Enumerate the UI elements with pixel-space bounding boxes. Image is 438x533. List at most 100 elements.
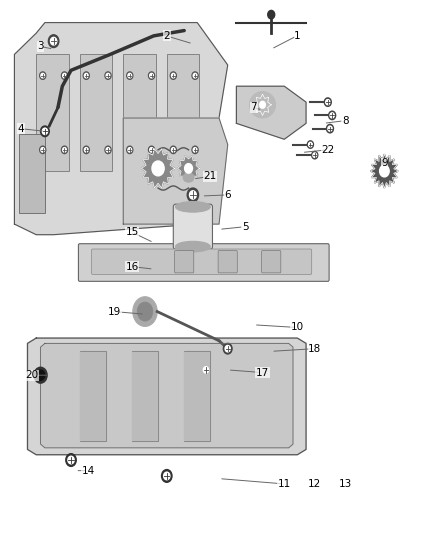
Circle shape bbox=[40, 146, 46, 154]
Ellipse shape bbox=[176, 241, 210, 252]
Circle shape bbox=[105, 72, 111, 79]
Circle shape bbox=[193, 74, 197, 78]
Text: 22: 22 bbox=[321, 145, 335, 155]
Circle shape bbox=[61, 146, 67, 154]
Polygon shape bbox=[184, 351, 210, 441]
Circle shape bbox=[63, 74, 66, 78]
Circle shape bbox=[127, 72, 133, 79]
Bar bbox=[36, 54, 69, 171]
Circle shape bbox=[137, 302, 153, 321]
Circle shape bbox=[127, 146, 133, 154]
Circle shape bbox=[328, 126, 332, 131]
Text: 14: 14 bbox=[82, 466, 95, 475]
Circle shape bbox=[85, 74, 88, 78]
Bar bbox=[123, 54, 156, 171]
Circle shape bbox=[223, 343, 232, 354]
Text: 5: 5 bbox=[242, 222, 248, 232]
Circle shape bbox=[66, 454, 76, 466]
Circle shape bbox=[128, 148, 131, 152]
Circle shape bbox=[203, 367, 208, 373]
Polygon shape bbox=[237, 86, 306, 139]
Circle shape bbox=[63, 148, 66, 152]
Circle shape bbox=[148, 72, 155, 79]
Circle shape bbox=[150, 74, 153, 78]
Circle shape bbox=[83, 146, 89, 154]
Circle shape bbox=[83, 72, 89, 79]
Circle shape bbox=[170, 72, 177, 79]
Text: 3: 3 bbox=[37, 42, 44, 52]
Circle shape bbox=[268, 11, 275, 19]
Circle shape bbox=[48, 35, 59, 47]
Circle shape bbox=[326, 100, 330, 104]
Text: 13: 13 bbox=[339, 479, 352, 489]
FancyBboxPatch shape bbox=[92, 249, 312, 274]
Circle shape bbox=[41, 74, 45, 78]
Circle shape bbox=[190, 191, 196, 199]
Circle shape bbox=[324, 98, 331, 107]
Circle shape bbox=[260, 101, 265, 108]
Text: 10: 10 bbox=[291, 322, 304, 333]
FancyBboxPatch shape bbox=[173, 204, 212, 249]
Text: 4: 4 bbox=[18, 124, 24, 134]
Polygon shape bbox=[178, 156, 199, 181]
Circle shape bbox=[37, 370, 45, 380]
Text: 21: 21 bbox=[204, 172, 217, 181]
Circle shape bbox=[150, 148, 153, 152]
Circle shape bbox=[148, 146, 155, 154]
Text: 16: 16 bbox=[125, 262, 138, 271]
Ellipse shape bbox=[183, 173, 194, 182]
Polygon shape bbox=[80, 351, 106, 441]
Text: 15: 15 bbox=[125, 227, 138, 237]
Text: 12: 12 bbox=[308, 479, 321, 489]
Circle shape bbox=[225, 345, 230, 352]
Circle shape bbox=[313, 153, 317, 157]
Circle shape bbox=[68, 456, 74, 464]
Circle shape bbox=[171, 148, 175, 152]
Text: 9: 9 bbox=[381, 158, 388, 168]
Circle shape bbox=[152, 161, 164, 176]
Circle shape bbox=[61, 72, 67, 79]
Circle shape bbox=[41, 148, 45, 152]
Polygon shape bbox=[141, 149, 175, 188]
Text: 2: 2 bbox=[163, 31, 170, 41]
Bar bbox=[167, 54, 199, 171]
Polygon shape bbox=[371, 154, 398, 188]
Circle shape bbox=[40, 72, 46, 79]
Circle shape bbox=[330, 113, 334, 118]
Circle shape bbox=[106, 74, 110, 78]
Text: 11: 11 bbox=[278, 479, 291, 489]
Bar bbox=[80, 54, 113, 171]
Text: 6: 6 bbox=[224, 190, 231, 200]
Text: 1: 1 bbox=[294, 31, 300, 41]
Circle shape bbox=[187, 188, 198, 202]
Circle shape bbox=[164, 472, 170, 480]
Text: 7: 7 bbox=[251, 102, 257, 112]
Circle shape bbox=[50, 37, 57, 45]
Circle shape bbox=[192, 146, 198, 154]
Bar bbox=[19, 134, 45, 214]
Circle shape bbox=[312, 151, 318, 159]
Circle shape bbox=[105, 146, 111, 154]
Circle shape bbox=[170, 146, 177, 154]
Text: 20: 20 bbox=[25, 370, 39, 380]
Circle shape bbox=[85, 148, 88, 152]
Circle shape bbox=[42, 128, 47, 134]
Polygon shape bbox=[41, 343, 293, 448]
FancyBboxPatch shape bbox=[78, 244, 329, 281]
Polygon shape bbox=[28, 338, 306, 455]
Text: 8: 8 bbox=[342, 116, 349, 126]
Text: 18: 18 bbox=[308, 344, 321, 354]
Polygon shape bbox=[14, 22, 228, 235]
Text: 19: 19 bbox=[108, 306, 121, 317]
Text: 17: 17 bbox=[256, 368, 269, 377]
FancyBboxPatch shape bbox=[218, 251, 237, 273]
Circle shape bbox=[307, 141, 314, 148]
Circle shape bbox=[106, 148, 110, 152]
Polygon shape bbox=[254, 94, 271, 115]
Polygon shape bbox=[132, 351, 158, 441]
Ellipse shape bbox=[176, 201, 210, 212]
Circle shape bbox=[380, 165, 389, 177]
Circle shape bbox=[133, 297, 157, 326]
Circle shape bbox=[192, 72, 198, 79]
Circle shape bbox=[34, 367, 47, 383]
